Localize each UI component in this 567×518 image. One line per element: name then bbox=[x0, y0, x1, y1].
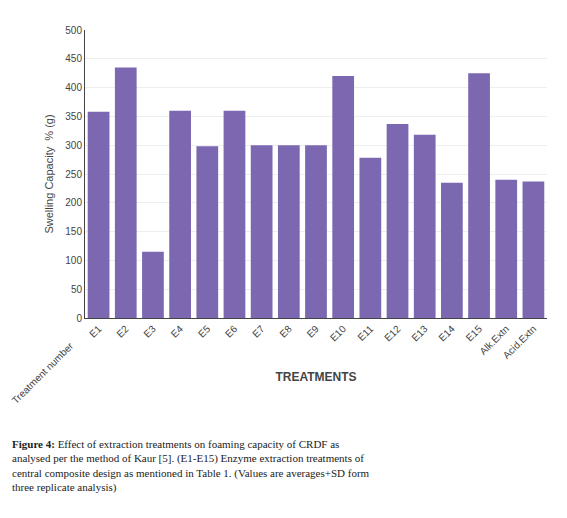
svg-text:E8: E8 bbox=[277, 323, 294, 340]
svg-text:150: 150 bbox=[65, 226, 82, 237]
svg-text:E14: E14 bbox=[436, 323, 457, 344]
svg-text:400: 400 bbox=[65, 82, 82, 93]
svg-text:Acid.Extn: Acid.Extn bbox=[501, 323, 539, 361]
svg-text:450: 450 bbox=[65, 53, 82, 64]
svg-text:E1: E1 bbox=[87, 323, 104, 340]
svg-text:E13: E13 bbox=[409, 323, 430, 344]
svg-text:TREATMENTS: TREATMENTS bbox=[275, 370, 356, 384]
svg-text:E2: E2 bbox=[114, 323, 131, 340]
svg-text:Figure 4: Effect of extraction: Figure 4: Effect of extraction treatment… bbox=[12, 438, 370, 494]
svg-text:0: 0 bbox=[76, 313, 82, 324]
svg-text:200: 200 bbox=[65, 197, 82, 208]
svg-text:Swelling Capacity % (g): Swelling Capacity % (g) bbox=[43, 114, 55, 233]
svg-text:E5: E5 bbox=[196, 323, 213, 340]
svg-text:250: 250 bbox=[65, 169, 82, 180]
svg-text:350: 350 bbox=[65, 111, 82, 122]
svg-text:E9: E9 bbox=[305, 323, 322, 340]
svg-text:E15: E15 bbox=[464, 323, 485, 344]
svg-text:50: 50 bbox=[71, 284, 83, 295]
svg-text:E4: E4 bbox=[169, 323, 186, 340]
svg-text:E12: E12 bbox=[382, 323, 403, 344]
svg-text:Alk.Extn: Alk.Extn bbox=[477, 323, 511, 357]
svg-text:E7: E7 bbox=[250, 323, 267, 340]
svg-text:300: 300 bbox=[65, 140, 82, 151]
svg-text:E10: E10 bbox=[328, 323, 349, 344]
svg-text:Treatment number: Treatment number bbox=[10, 340, 76, 406]
svg-text:500: 500 bbox=[65, 25, 82, 36]
svg-text:100: 100 bbox=[65, 255, 82, 266]
svg-text:E3: E3 bbox=[141, 323, 158, 340]
svg-text:E11: E11 bbox=[355, 323, 375, 343]
svg-text:E6: E6 bbox=[223, 323, 240, 340]
